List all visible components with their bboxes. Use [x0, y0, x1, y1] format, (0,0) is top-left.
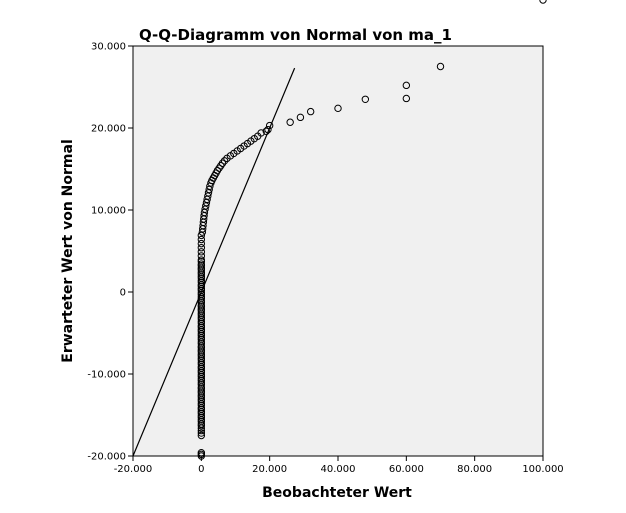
data-point — [197, 311, 206, 319]
data-point — [197, 372, 206, 381]
data-point — [197, 413, 206, 422]
data-point — [197, 401, 206, 409]
data-point — [264, 125, 272, 134]
data-points-layer — [197, 0, 547, 460]
data-point — [436, 62, 445, 71]
data-point — [197, 368, 206, 377]
data-point — [197, 252, 206, 260]
data-point — [197, 274, 206, 282]
x-tick-label: 100.000 — [522, 464, 563, 475]
data-point — [197, 389, 206, 397]
data-point — [220, 157, 229, 165]
data-point — [197, 248, 206, 256]
y-axis-title: Erwarteter Wert von Normal — [60, 139, 76, 362]
x-tick-label: 20.000 — [252, 464, 287, 475]
data-point — [197, 348, 206, 356]
data-point — [286, 118, 294, 126]
y-axis: -20.000 -10.000 0 10.000 20.000 30.000 — [87, 42, 133, 463]
data-point — [262, 127, 270, 135]
y-tick-label: -10.000 — [87, 370, 126, 381]
y-tick-label: 10.000 — [91, 206, 126, 217]
data-point — [402, 81, 411, 90]
chart-title: Q-Q-Diagramm von Normal von ma_1 — [139, 26, 452, 44]
x-tick-label: 60.000 — [389, 464, 424, 475]
x-tick-label: 0 — [198, 464, 204, 475]
data-point — [197, 307, 206, 315]
data-point — [197, 235, 206, 244]
x-tick-label: 80.000 — [457, 464, 492, 475]
y-tick-label: 20.000 — [91, 124, 126, 135]
data-point — [197, 397, 206, 405]
data-point — [197, 405, 206, 413]
data-point — [197, 278, 206, 286]
data-point — [197, 262, 206, 270]
data-point — [197, 364, 206, 372]
y-tick-label: 30.000 — [91, 42, 126, 53]
x-axis-title: Beobachteter Wert — [262, 485, 412, 501]
data-point — [197, 303, 206, 311]
y-tick-label: 0 — [120, 288, 126, 299]
data-point — [197, 429, 206, 437]
data-point — [197, 409, 206, 418]
data-point — [197, 335, 206, 344]
data-point — [197, 282, 206, 290]
data-point — [296, 113, 305, 122]
data-point — [265, 121, 274, 130]
data-point — [197, 385, 206, 393]
data-point — [197, 331, 206, 340]
data-point — [361, 95, 370, 104]
data-point — [197, 393, 206, 401]
y-tick-label: -20.000 — [87, 452, 126, 463]
data-point — [205, 185, 213, 194]
x-tick-label: -20.000 — [114, 464, 153, 475]
data-point — [197, 266, 206, 274]
data-point — [197, 339, 206, 348]
x-axis: -20.000 0 20.000 40.000 60.000 80.000 100.000 — [114, 456, 564, 475]
data-point — [197, 327, 206, 336]
data-point — [197, 352, 206, 360]
data-point — [334, 104, 342, 113]
data-point — [257, 129, 265, 137]
data-point — [197, 298, 206, 307]
data-point — [197, 270, 206, 278]
data-point — [197, 294, 206, 303]
data-point — [197, 244, 206, 252]
data-point — [539, 0, 547, 4]
data-point — [197, 376, 206, 385]
data-point — [197, 360, 206, 368]
data-point — [197, 421, 206, 430]
x-tick-label: 40.000 — [321, 464, 356, 475]
data-point — [402, 94, 411, 103]
data-point — [197, 431, 206, 440]
data-point — [197, 257, 206, 266]
data-point — [197, 315, 206, 323]
data-point — [197, 344, 206, 352]
data-point — [197, 323, 206, 331]
data-point — [218, 159, 227, 167]
data-point — [197, 426, 206, 435]
data-point — [197, 239, 206, 248]
plot-area — [132, 45, 544, 457]
data-point — [197, 380, 206, 389]
data-point — [197, 290, 206, 299]
data-point — [197, 319, 206, 327]
data-point — [197, 286, 206, 295]
data-point — [197, 356, 206, 364]
data-point — [306, 107, 315, 116]
data-point — [197, 417, 206, 426]
